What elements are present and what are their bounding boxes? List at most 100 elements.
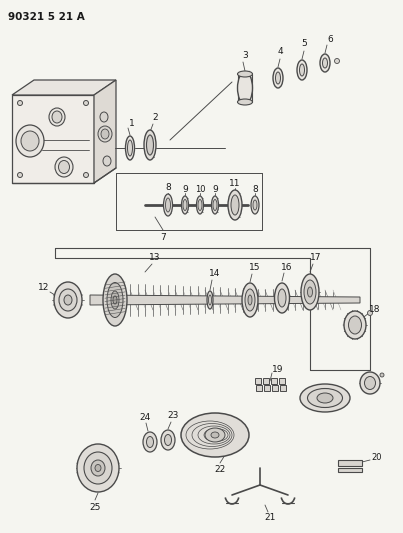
Ellipse shape [21,131,39,151]
Text: 18: 18 [369,304,381,313]
Ellipse shape [83,101,89,106]
Ellipse shape [52,111,62,123]
Text: 6: 6 [327,36,333,44]
Ellipse shape [49,108,65,126]
Text: 2: 2 [152,114,158,123]
Bar [338,460,362,466]
Ellipse shape [368,311,372,316]
Ellipse shape [213,199,217,211]
Ellipse shape [103,156,111,166]
Ellipse shape [274,283,289,313]
Ellipse shape [276,72,280,84]
Ellipse shape [242,283,258,317]
Ellipse shape [273,68,283,88]
Ellipse shape [55,157,73,177]
Ellipse shape [100,112,108,122]
Ellipse shape [183,199,187,211]
Ellipse shape [101,129,109,139]
Text: 9: 9 [212,185,218,195]
Ellipse shape [59,289,77,311]
Ellipse shape [208,295,212,305]
Ellipse shape [111,291,119,309]
Ellipse shape [278,289,286,307]
Ellipse shape [95,464,101,472]
Bar [279,378,285,384]
Bar [280,385,286,391]
Ellipse shape [304,280,316,304]
Ellipse shape [181,413,249,457]
Text: 15: 15 [249,263,261,272]
Ellipse shape [360,372,380,394]
Text: 14: 14 [209,270,221,279]
Text: 9: 9 [182,185,188,195]
Ellipse shape [301,274,319,310]
Ellipse shape [144,130,156,160]
Text: 21: 21 [264,513,276,521]
Bar [271,378,277,384]
Ellipse shape [322,58,328,68]
Ellipse shape [205,428,225,442]
Ellipse shape [212,196,218,214]
Ellipse shape [125,136,135,160]
Ellipse shape [164,434,172,446]
Text: 3: 3 [242,51,248,60]
Ellipse shape [84,452,112,484]
Bar [272,385,278,391]
Ellipse shape [113,296,117,304]
Ellipse shape [147,437,154,448]
Ellipse shape [103,274,127,326]
Ellipse shape [253,200,257,210]
Text: 10: 10 [195,185,205,195]
Ellipse shape [364,376,376,390]
Ellipse shape [164,194,172,216]
Text: 19: 19 [272,365,284,374]
Text: 20: 20 [372,454,382,463]
Text: 4: 4 [277,47,283,56]
Polygon shape [12,95,94,183]
Ellipse shape [166,198,170,212]
Ellipse shape [58,160,69,174]
Polygon shape [12,80,116,95]
Ellipse shape [211,432,219,438]
Ellipse shape [317,393,333,403]
Ellipse shape [228,190,242,220]
Ellipse shape [237,72,253,104]
Ellipse shape [207,291,213,309]
Text: 24: 24 [139,413,151,422]
Bar [338,468,362,472]
Ellipse shape [147,135,154,155]
Ellipse shape [248,295,252,305]
Bar [256,385,262,391]
Ellipse shape [380,373,384,377]
Text: 22: 22 [214,465,226,474]
Text: 8: 8 [165,182,171,191]
Bar [263,378,269,384]
Text: 90321 5 21 A: 90321 5 21 A [8,12,85,22]
Ellipse shape [107,282,123,318]
Bar [264,385,270,391]
Text: 5: 5 [301,39,307,49]
Ellipse shape [197,196,204,214]
Ellipse shape [334,59,339,63]
Text: 23: 23 [167,411,179,421]
Ellipse shape [299,64,305,76]
Ellipse shape [349,316,361,334]
Ellipse shape [237,71,253,77]
Ellipse shape [344,311,366,339]
Ellipse shape [307,389,343,408]
Ellipse shape [198,199,202,211]
Ellipse shape [17,101,23,106]
Ellipse shape [16,125,44,157]
Text: 25: 25 [89,503,101,512]
Ellipse shape [64,295,72,305]
Text: 13: 13 [149,254,161,262]
Ellipse shape [83,173,89,177]
Text: 17: 17 [310,254,322,262]
Ellipse shape [300,384,350,412]
Text: 11: 11 [229,179,241,188]
Ellipse shape [91,460,105,476]
Text: 8: 8 [252,185,258,195]
Ellipse shape [143,432,157,452]
Ellipse shape [54,282,82,318]
Ellipse shape [245,289,255,311]
